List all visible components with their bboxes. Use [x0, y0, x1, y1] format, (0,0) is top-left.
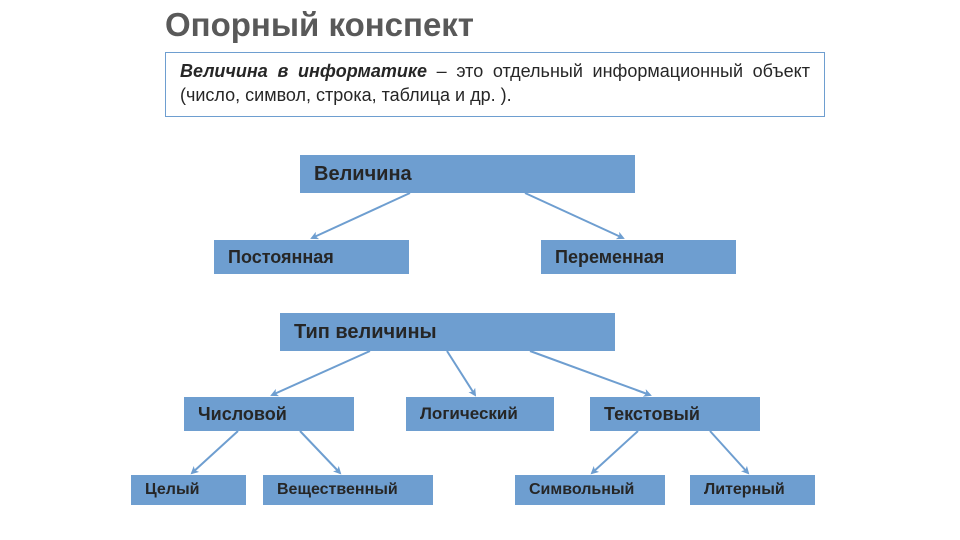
label: Тип величины: [294, 321, 437, 344]
node-tip: Тип величины: [280, 313, 615, 351]
node-simv: Символьный: [515, 475, 665, 505]
definition-box: Величина в информатике – это отдельный и…: [165, 52, 825, 117]
node-peremennaya: Переменная: [541, 240, 736, 274]
node-velichina: Величина: [300, 155, 635, 193]
node-tselyy: Целый: [131, 475, 246, 505]
label: Величина: [314, 163, 412, 186]
label: Логический: [420, 404, 518, 424]
node-postoyannaya: Постоянная: [214, 240, 409, 274]
page-title: Опорный конспект: [165, 6, 474, 44]
node-text: Текстовый: [590, 397, 760, 431]
label: Целый: [145, 481, 199, 499]
node-liter: Литерный: [690, 475, 815, 505]
node-vesh: Вещественный: [263, 475, 433, 505]
diagram-canvas: { "title": { "text": "Опорный конспект",…: [0, 0, 960, 540]
label: Постоянная: [228, 247, 334, 268]
label: Переменная: [555, 247, 664, 268]
label: Числовой: [198, 404, 287, 425]
label: Текстовый: [604, 404, 700, 425]
node-chislovoy: Числовой: [184, 397, 354, 431]
node-logich: Логический: [406, 397, 554, 431]
label: Вещественный: [277, 481, 398, 499]
label: Символьный: [529, 481, 634, 499]
definition-term: Величина в информатике: [180, 61, 427, 81]
label: Литерный: [704, 481, 785, 499]
